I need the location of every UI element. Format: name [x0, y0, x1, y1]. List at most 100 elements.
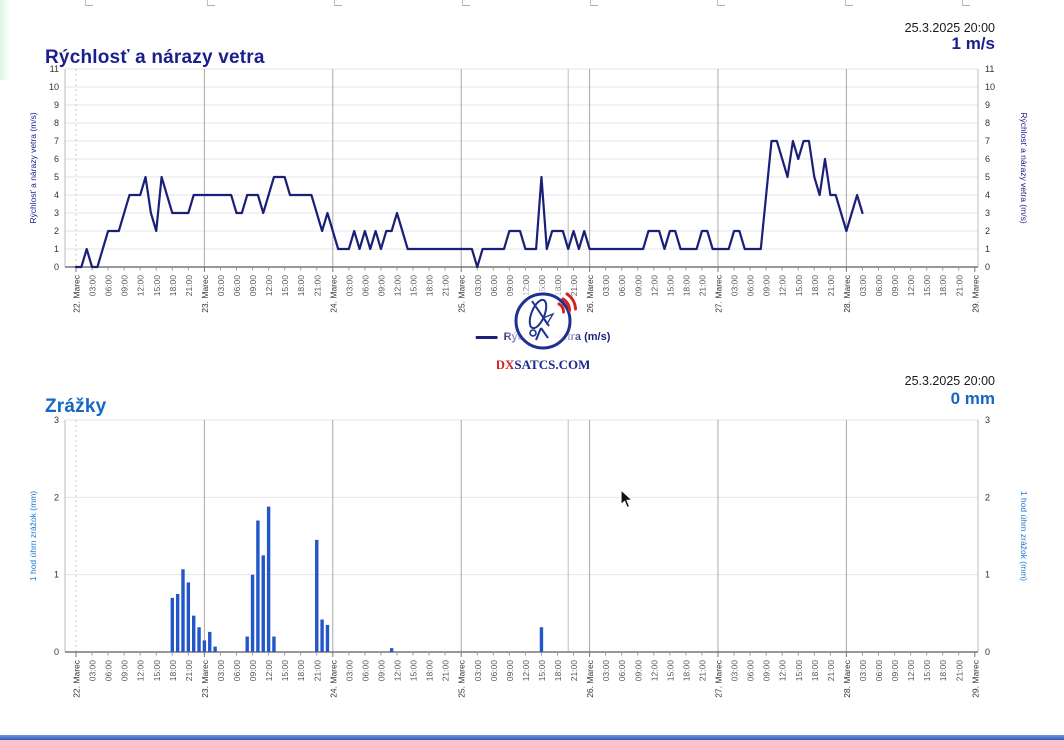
- svg-text:3: 3: [54, 415, 59, 425]
- mouse-cursor: [620, 489, 634, 509]
- svg-text:18:00: 18:00: [425, 275, 435, 297]
- svg-text:21:00: 21:00: [697, 275, 707, 297]
- svg-text:15:00: 15:00: [794, 660, 804, 682]
- svg-text:22. Marec: 22. Marec: [72, 659, 82, 698]
- svg-text:18:00: 18:00: [168, 275, 178, 297]
- clipped-axis-labels-strip: [0, 0, 1064, 8]
- rain-bar: [325, 624, 330, 652]
- rain-bar: [539, 627, 544, 652]
- svg-text:03:00: 03:00: [730, 275, 740, 297]
- svg-text:26. Marec: 26. Marec: [585, 659, 595, 698]
- rain-bar: [272, 636, 276, 652]
- logo-circle: [514, 292, 572, 350]
- svg-text:06:00: 06:00: [360, 275, 370, 297]
- svg-text:15:00: 15:00: [152, 275, 162, 297]
- svg-text:27. Marec: 27. Marec: [714, 659, 724, 698]
- svg-text:25. Marec: 25. Marec: [457, 274, 467, 313]
- svg-text:03:00: 03:00: [216, 275, 226, 297]
- clipped-label-fragment: [462, 0, 470, 6]
- svg-text:09:00: 09:00: [890, 660, 900, 682]
- svg-text:09:00: 09:00: [120, 660, 130, 682]
- clipped-label-fragment: [845, 0, 853, 6]
- svg-text:09:00: 09:00: [248, 275, 258, 297]
- svg-text:0: 0: [985, 647, 990, 657]
- svg-text:15:00: 15:00: [152, 660, 162, 682]
- svg-text:09:00: 09:00: [120, 275, 130, 297]
- svg-text:09:00: 09:00: [505, 275, 515, 297]
- svg-text:0: 0: [54, 647, 59, 657]
- svg-text:21:00: 21:00: [184, 275, 194, 297]
- svg-text:28. Marec: 28. Marec: [842, 659, 852, 698]
- svg-text:4: 4: [985, 190, 990, 200]
- svg-text:0: 0: [985, 262, 990, 272]
- svg-text:18:00: 18:00: [296, 660, 306, 682]
- svg-text:18:00: 18:00: [810, 275, 820, 297]
- svg-text:06:00: 06:00: [617, 660, 627, 682]
- rain-bar: [208, 631, 212, 652]
- svg-text:06:00: 06:00: [617, 275, 627, 297]
- svg-text:03:00: 03:00: [216, 660, 226, 682]
- svg-text:15:00: 15:00: [665, 660, 675, 682]
- clipped-label-fragment: [334, 0, 342, 6]
- clipped-label-fragment: [85, 0, 93, 6]
- svg-text:21:00: 21:00: [184, 660, 194, 682]
- svg-text:2: 2: [985, 226, 990, 236]
- logo-wordmark: DXSATCS.COM: [497, 357, 589, 372]
- svg-text:7: 7: [54, 136, 59, 146]
- svg-text:06:00: 06:00: [489, 275, 499, 297]
- svg-text:12:00: 12:00: [521, 660, 531, 682]
- svg-text:4: 4: [54, 190, 59, 200]
- rain-bar: [197, 627, 201, 652]
- rain-bar: [175, 594, 180, 652]
- svg-text:21:00: 21:00: [697, 660, 707, 682]
- svg-text:18:00: 18:00: [553, 660, 563, 682]
- svg-text:06:00: 06:00: [360, 660, 370, 682]
- svg-text:18:00: 18:00: [810, 660, 820, 682]
- rain-chart-plot[interactable]: 22. Marec 03:00 06:00 09:00 12:00 15:00 18:00 2…: [0, 375, 1064, 740]
- svg-text:09:00: 09:00: [376, 275, 386, 297]
- svg-text:18:00: 18:00: [681, 660, 691, 682]
- svg-text:1 hod úhrn zrážok (mm): 1 hod úhrn zrážok (mm): [1019, 491, 1029, 581]
- svg-text:15:00: 15:00: [537, 660, 547, 682]
- svg-text:0: 0: [54, 262, 59, 272]
- rain-current-value: 0 mm: [950, 389, 995, 408]
- svg-text:03:00: 03:00: [601, 660, 611, 682]
- corner-artifact: [0, 0, 10, 80]
- svg-text:21:00: 21:00: [954, 660, 964, 682]
- clipped-label-fragment: [962, 0, 970, 6]
- svg-text:29. Marec: 29. Marec: [970, 274, 980, 313]
- wind-current-value: 1 m/s: [951, 34, 995, 53]
- svg-text:12:00: 12:00: [778, 660, 788, 682]
- svg-text:5: 5: [54, 172, 59, 182]
- svg-text:6: 6: [54, 154, 59, 164]
- svg-text:3: 3: [54, 208, 59, 218]
- svg-text:7: 7: [985, 136, 990, 146]
- svg-text:28. Marec: 28. Marec: [842, 274, 852, 313]
- svg-text:09:00: 09:00: [248, 660, 258, 682]
- svg-text:21:00: 21:00: [441, 660, 451, 682]
- svg-text:3: 3: [985, 415, 990, 425]
- svg-text:03:00: 03:00: [601, 275, 611, 297]
- svg-text:23. Marec: 23. Marec: [200, 274, 210, 313]
- svg-text:18:00: 18:00: [168, 660, 178, 682]
- wind-chart-plot[interactable]: 22. Marec 03:00 06:00 09:00 12:00 15:00 18:00 2…: [0, 0, 1064, 375]
- svg-text:25. Marec: 25. Marec: [457, 659, 467, 698]
- svg-text:12:00: 12:00: [778, 275, 788, 297]
- svg-text:29. Marec: 29. Marec: [970, 659, 980, 698]
- svg-text:15:00: 15:00: [922, 660, 932, 682]
- svg-text:22. Marec: 22. Marec: [72, 274, 82, 313]
- svg-text:1: 1: [54, 244, 59, 254]
- svg-text:2: 2: [985, 492, 990, 502]
- rain-bar: [266, 506, 271, 652]
- svg-text:03:00: 03:00: [88, 275, 98, 297]
- svg-text:3: 3: [985, 208, 990, 218]
- svg-text:26. Marec: 26. Marec: [585, 274, 595, 313]
- svg-text:18:00: 18:00: [425, 660, 435, 682]
- rain-bar: [261, 555, 265, 652]
- svg-text:18:00: 18:00: [296, 275, 306, 297]
- rain-chart-title: Zrážky: [45, 395, 107, 417]
- svg-text:11: 11: [985, 64, 994, 74]
- svg-text:10: 10: [985, 82, 995, 92]
- rain-bar: [192, 615, 196, 652]
